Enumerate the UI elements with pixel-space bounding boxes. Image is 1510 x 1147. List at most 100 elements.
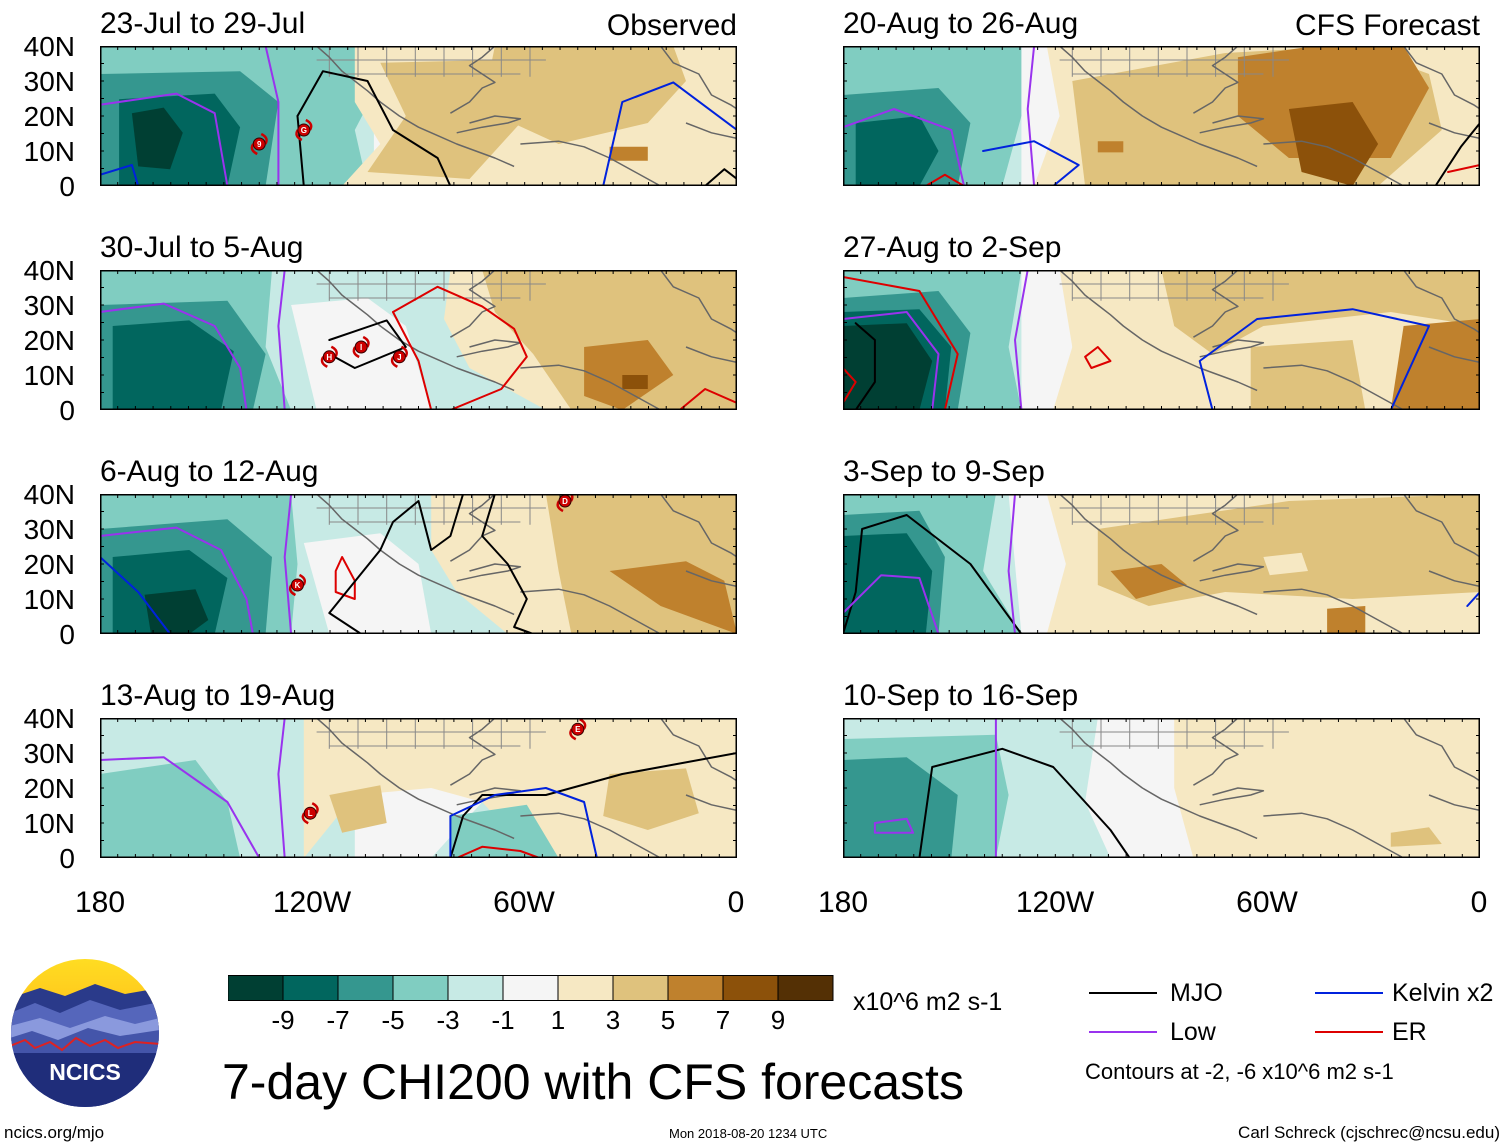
legend-kelvin: Kelvin x2 bbox=[1392, 979, 1494, 1007]
logo-text: NCICS bbox=[49, 1059, 121, 1085]
low-contour bbox=[1014, 270, 1029, 410]
low-contour bbox=[277, 270, 286, 410]
coastline bbox=[520, 140, 661, 186]
storm-label: L bbox=[308, 809, 313, 818]
kelvin-contour bbox=[100, 556, 172, 634]
x-label-180-left: 180 bbox=[74, 886, 126, 919]
y-axis-label: 20N bbox=[23, 773, 75, 804]
legend-mjo: MJO bbox=[1170, 979, 1223, 1007]
y-axis-label: 10N bbox=[23, 360, 75, 391]
kelvin-contour bbox=[982, 140, 1080, 186]
panel-title-8: 10-Sep to 16-Sep bbox=[843, 679, 1079, 712]
coastline bbox=[1403, 494, 1480, 558]
er-contour bbox=[392, 311, 433, 410]
panel-title-4: 13-Aug to 19-Aug bbox=[100, 679, 336, 712]
map-panel-6 bbox=[843, 270, 1480, 410]
colorbar-label: -3 bbox=[436, 1005, 460, 1035]
er-contour bbox=[843, 367, 857, 404]
coastline bbox=[1059, 270, 1258, 392]
y-axis-label: 0 bbox=[59, 171, 75, 202]
low-contour bbox=[1007, 494, 1016, 634]
coastline bbox=[1199, 115, 1265, 134]
chi200-anomaly-region bbox=[622, 375, 648, 389]
coastline bbox=[456, 339, 522, 358]
colorbar-label: -1 bbox=[491, 1005, 515, 1035]
colorbar-label: 3 bbox=[605, 1005, 621, 1035]
y-axis-label: 30N bbox=[23, 514, 75, 545]
y-axis-label: 20N bbox=[23, 549, 75, 580]
coastline bbox=[456, 115, 522, 134]
mjo-contour bbox=[481, 494, 535, 634]
y-axis-label: 40N bbox=[23, 255, 75, 286]
x-label-0-right: 0 bbox=[1470, 886, 1488, 919]
footer-url: ncics.org/mjo bbox=[4, 1123, 105, 1142]
er-contour bbox=[843, 276, 959, 410]
mjo-contour bbox=[1434, 122, 1480, 186]
chi200-anomaly-region bbox=[609, 146, 648, 161]
er-contour bbox=[678, 388, 737, 410]
map-panel-1: 9G bbox=[100, 46, 737, 186]
coastline bbox=[1428, 346, 1480, 364]
y-axis-label: 40N bbox=[23, 479, 75, 510]
mjo-contour bbox=[704, 168, 737, 186]
panel-frame bbox=[100, 718, 737, 858]
coastline bbox=[520, 812, 661, 858]
chi200-anomaly-region bbox=[1263, 552, 1308, 576]
colorbar-swatch bbox=[337, 975, 394, 1001]
ncics-logo: NCICS bbox=[11, 959, 159, 1107]
x-label-120w-left: 120W bbox=[272, 886, 352, 919]
panel-title-3: 6-Aug to 12-Aug bbox=[100, 455, 319, 488]
tropical-cyclone-icon: I bbox=[352, 335, 370, 359]
chi200-anomaly-region bbox=[367, 60, 521, 179]
panel-frame bbox=[100, 46, 737, 186]
panel-frame bbox=[843, 494, 1480, 634]
panel-title-7: 3-Sep to 9-Sep bbox=[843, 455, 1045, 488]
er-contour bbox=[1084, 346, 1112, 369]
chi200-anomaly-region bbox=[603, 768, 699, 830]
storm-label: E bbox=[575, 725, 581, 734]
chi200-anomaly-region bbox=[131, 107, 183, 170]
coastline bbox=[450, 270, 496, 338]
mjo-contour bbox=[918, 747, 1131, 858]
panel-frame bbox=[100, 494, 737, 634]
coastline bbox=[1263, 364, 1404, 410]
storm-label: H bbox=[326, 353, 332, 362]
chi200-anomaly-region bbox=[100, 760, 241, 858]
coastline bbox=[1263, 588, 1404, 634]
y-axis-label: 20N bbox=[23, 325, 75, 356]
tropical-cyclone-icon: K bbox=[288, 573, 307, 597]
low-contour bbox=[873, 817, 915, 834]
low-contour bbox=[100, 526, 254, 634]
coastline bbox=[1403, 46, 1480, 110]
tropical-cyclone-icon: L bbox=[301, 802, 319, 825]
tropical-cyclone-icon: H bbox=[320, 345, 338, 368]
colorbar-swatch bbox=[777, 975, 834, 1001]
map-panel-8 bbox=[843, 718, 1480, 858]
colorbar-swatch bbox=[228, 975, 284, 1001]
chi200-anomaly-region bbox=[1021, 270, 1073, 410]
colorbar-swatch bbox=[282, 975, 339, 1001]
chi200-anomaly-region bbox=[843, 533, 933, 634]
storm-label: G bbox=[301, 126, 307, 135]
coastline bbox=[1403, 270, 1480, 334]
coastline bbox=[1059, 46, 1258, 168]
coastline bbox=[1428, 570, 1480, 588]
coastline bbox=[450, 46, 496, 114]
coastline bbox=[450, 718, 496, 786]
panel-title-2: 30-Jul to 5-Aug bbox=[100, 231, 304, 264]
forecast-label: CFS Forecast bbox=[1294, 9, 1480, 42]
chi200-anomaly-region bbox=[1110, 564, 1187, 599]
y-axis-label: 0 bbox=[59, 619, 75, 650]
x-label-120w-right: 120W bbox=[1015, 886, 1095, 919]
coastline bbox=[660, 46, 737, 110]
coastline bbox=[1263, 812, 1404, 858]
chi200-anomaly-region bbox=[855, 116, 939, 186]
coastline bbox=[685, 346, 737, 364]
colorbar-label: -5 bbox=[381, 1005, 405, 1035]
coastline bbox=[316, 46, 515, 168]
coastline bbox=[660, 270, 737, 334]
coastline bbox=[456, 563, 522, 582]
chi200-anomaly-region bbox=[303, 533, 432, 634]
mjo-contour bbox=[296, 70, 452, 186]
